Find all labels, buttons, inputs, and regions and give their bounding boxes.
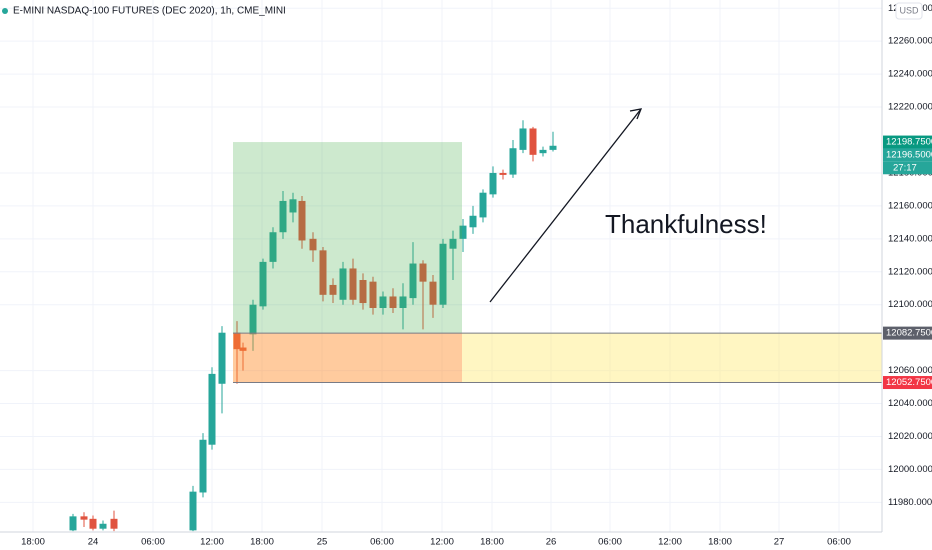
candle-body: [89, 518, 97, 529]
candle-body: [233, 332, 241, 350]
candle-body: [429, 281, 437, 305]
y-tick-label: 12100.0000: [888, 299, 932, 310]
countdown-box: [883, 161, 932, 175]
target-zone: [233, 142, 462, 334]
x-tick-label: 18:00: [480, 537, 504, 548]
candle-body: [409, 263, 417, 299]
currency[interactable]: USD: [899, 5, 919, 15]
arrow-head: [629, 108, 643, 120]
y-tick-label: 11980.0000: [888, 497, 932, 508]
stop-zone: [233, 333, 462, 383]
candle-body: [449, 238, 457, 249]
candles: [69, 120, 557, 532]
candle-body: [80, 516, 88, 520]
y-tick-label: 12020.0000: [888, 431, 932, 442]
y-tick-label: 12220.0000: [888, 102, 932, 113]
candle-body: [419, 263, 427, 282]
x-tick-label: 12:00: [658, 537, 682, 548]
candle-body: [539, 149, 547, 154]
candle-body: [69, 516, 77, 531]
y-tick-label: 12160.0000: [888, 200, 932, 211]
candle-body: [279, 200, 287, 233]
annotation: Thankfulness!: [605, 209, 767, 239]
candle-body: [208, 373, 216, 445]
range-extension: [462, 333, 882, 383]
candle-body: [459, 225, 467, 239]
candle-body: [99, 523, 107, 529]
entry-price-label: 12082.7500: [886, 328, 932, 339]
y-tick-label: 12240.0000: [888, 69, 932, 80]
candle-body: [379, 296, 387, 308]
candle-body: [479, 192, 487, 218]
candle-body: [469, 215, 477, 228]
candle-body: [269, 232, 277, 262]
candle-body: [349, 268, 357, 300]
stop-price-label: 12052.7500: [886, 377, 932, 388]
x-tick-label: 26: [546, 537, 557, 548]
candle-body: [110, 518, 118, 529]
candle-body: [289, 199, 297, 213]
y-tick-label: 12140.0000: [888, 233, 932, 244]
countdown: 27:17: [893, 162, 917, 173]
entry-price-label-box: [883, 326, 932, 340]
x-tick-label: 18:00: [708, 537, 732, 548]
candle-body: [218, 332, 226, 384]
target-price-label-box: [883, 135, 932, 149]
candle-body: [189, 491, 197, 531]
candle-body: [199, 439, 207, 493]
candle-body: [239, 347, 247, 351]
x-tick-label: 06:00: [141, 537, 165, 548]
candle-body: [319, 250, 327, 295]
x-tick-label: 18:00: [250, 537, 274, 548]
stop-price-label-box: [883, 376, 932, 390]
candle-body: [389, 296, 397, 308]
candle-body: [519, 128, 527, 150]
x-tick-label: 06:00: [598, 537, 622, 548]
x-tick-label: 06:00: [370, 537, 394, 548]
x-tick-label: 24: [88, 537, 99, 548]
x-tick-label: 12:00: [430, 537, 454, 548]
candle-body: [439, 243, 447, 305]
candle-body: [399, 296, 407, 308]
candle-body: [309, 238, 317, 251]
grid: [0, 0, 882, 532]
last-price-label: 12196.5000: [886, 149, 932, 160]
target-price-label: 12198.7500: [886, 137, 932, 148]
x-tick-label: 12:00: [200, 537, 224, 548]
candle-body: [489, 172, 497, 195]
chart-title: E-MINI NASDAQ-100 FUTURES (DEC 2020), 1h…: [13, 6, 286, 17]
x-tick-label: 27: [774, 537, 785, 548]
candle-body: [298, 200, 306, 241]
last-price-label-box: [883, 148, 932, 162]
candle-body: [499, 172, 507, 175]
y-tick-label: 12000.0000: [888, 464, 932, 475]
y-tick-label: 12260.0000: [888, 36, 932, 47]
candle-body: [369, 281, 377, 308]
candle-body: [509, 148, 517, 175]
x-tick-label: 25: [317, 537, 328, 548]
y-tick-label: 12060.0000: [888, 365, 932, 376]
candle-body: [329, 284, 337, 295]
y-tick-label: 12120.0000: [888, 266, 932, 277]
candle-body: [339, 268, 347, 300]
candle-body: [359, 280, 367, 304]
position-boxes: [233, 142, 882, 384]
candle-body: [259, 261, 267, 307]
trend-arrow: [489, 108, 642, 303]
currency-button[interactable]: [895, 2, 923, 20]
candle-body: [529, 128, 537, 155]
x-tick-label: 06:00: [827, 537, 851, 548]
status-dot: [2, 8, 8, 14]
candle-body: [249, 304, 257, 335]
y-tick-label: 12040.0000: [888, 398, 932, 409]
candle-body: [549, 145, 557, 150]
x-tick-label: 18:00: [21, 537, 45, 548]
